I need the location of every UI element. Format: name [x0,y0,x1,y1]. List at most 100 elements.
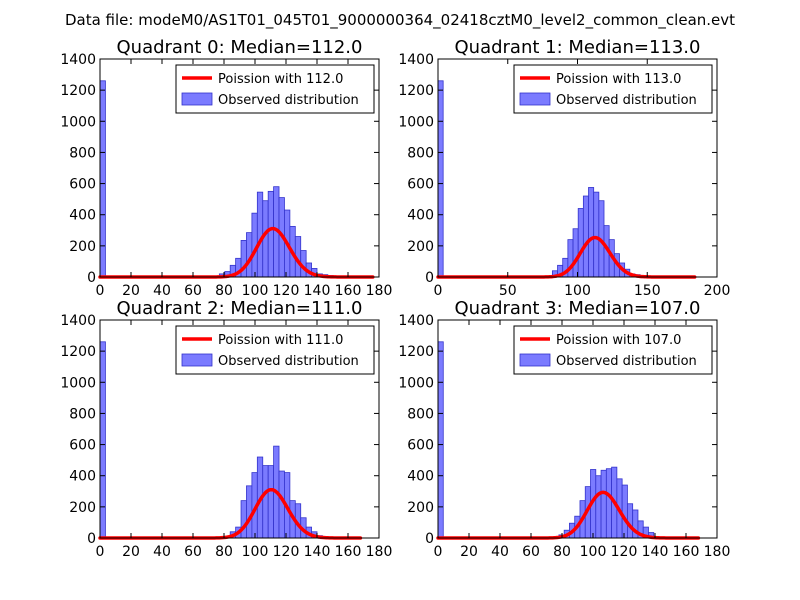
x-tick-label: 180 [366,283,393,299]
x-tick-label: 80 [215,544,233,560]
legend: Poission with 113.0 Observed distribution [513,64,713,114]
y-tick-label: 800 [407,145,434,161]
y-tick-label: 400 [69,208,96,224]
y-tick-label: 1200 [398,83,434,99]
axes-frame [99,58,380,278]
legend-bar-label: Observed distribution [556,354,697,369]
x-tick-label: 60 [522,544,540,560]
y-tick-label: 800 [407,406,434,422]
histogram-bar [99,80,106,278]
x-tick-label: 120 [273,283,300,299]
x-tick-label: 120 [611,544,638,560]
x-tick-label: 180 [366,544,393,560]
y-tick-label: 400 [69,469,96,485]
x-tick-label: 160 [335,283,362,299]
panel-1: Quadrant 1: Median=113.0 0 50 100 150 200 0 200… [398,37,730,299]
y-tick-label: 800 [69,406,96,422]
x-tick-label: 40 [491,544,509,560]
x-tick-label: 20 [122,544,140,560]
x-tick-label: 80 [553,544,571,560]
legend-bar-swatch [181,353,213,367]
legend-curve-label: Poission with 111.0 [218,333,343,348]
y-tick-label: 0 [425,270,434,286]
axes-frame [99,319,380,539]
legend-curve-label: Poission with 112.0 [218,72,343,87]
legend: Poission with 112.0 Observed distribution [175,64,375,114]
legend-bar-label: Observed distribution [218,93,359,108]
histogram-bar [577,208,584,278]
panel-title: Quadrant 3: Median=107.0 [455,298,701,319]
histogram-bar [437,341,444,539]
y-tick-label: 200 [69,239,96,255]
y-tick-label: 0 [425,531,434,547]
legend-bar-label: Observed distribution [556,93,697,108]
legend-bar-label: Observed distribution [218,354,359,369]
legend-bar-swatch [181,92,213,106]
y-tick-label: 1400 [398,52,434,68]
y-tick-label: 400 [407,208,434,224]
y-tick-label: 1400 [398,313,434,329]
y-tick-label: 800 [69,145,96,161]
panel-0: Quadrant 0: Median=112.00 20 40 60 80 100 120 1… [60,37,392,299]
x-tick-label: 140 [642,544,669,560]
histogram-bar [627,503,634,539]
histogram-bar [621,484,628,539]
y-tick-label: 1000 [398,375,434,391]
x-tick-label: 140 [304,544,331,560]
histogram-bar [588,187,595,278]
x-tick-label: 180 [704,544,731,560]
histogram-bar [600,469,607,539]
y-tick-label: 1400 [60,313,96,329]
poisson-curve [436,235,697,279]
legend-curve-label: Poission with 113.0 [556,72,681,87]
x-tick-label: 80 [215,283,233,299]
y-tick-label: 0 [87,270,96,286]
histogram-bar [240,500,247,539]
legend-bar-swatch [519,353,551,367]
x-tick-label: 160 [335,544,362,560]
histogram-bar [267,465,274,539]
y-tick-label: 600 [407,177,434,193]
histogram-bar [572,228,579,278]
histogram-bar [595,475,602,539]
y-tick-label: 1000 [60,114,96,130]
x-tick-label: 40 [153,544,171,560]
x-tick-label: 140 [304,283,331,299]
panel-3: Quadrant 3: Median=107.00 20 40 60 80 100 120 1… [398,298,730,560]
poisson-curve [98,487,363,540]
y-tick-label: 600 [69,438,96,454]
y-tick-label: 200 [69,500,96,516]
x-tick-label: 0 [96,283,105,299]
axes-frame [437,319,718,539]
x-tick-label: 100 [564,283,591,299]
x-tick-label: 40 [153,283,171,299]
y-tick-label: 1200 [60,344,96,360]
histogram-bar [246,485,253,539]
x-tick-label: 0 [434,544,443,560]
panel-2: Quadrant 2: Median=111.00 20 40 60 80 100 120 1… [60,298,392,560]
x-tick-label: 120 [273,544,300,560]
x-tick-label: 0 [96,544,105,560]
histogram-bar [582,195,589,278]
legend-bar-swatch [519,92,551,106]
y-tick-label: 1000 [398,114,434,130]
x-tick-label: 100 [580,544,607,560]
x-tick-label: 60 [184,544,202,560]
histogram-bar [99,341,106,539]
x-tick-label: 150 [634,283,661,299]
x-tick-label: 0 [434,283,443,299]
legend-curve-label: Poission with 107.0 [556,333,681,348]
y-tick-label: 600 [69,177,96,193]
x-tick-label: 100 [242,283,269,299]
x-tick-label: 60 [184,283,202,299]
y-tick-label: 600 [407,438,434,454]
legend: Poission with 111.0 Observed distribution [175,325,375,375]
panel-title: Quadrant 0: Median=112.0 [117,37,363,58]
legend: Poission with 107.0 Observed distribution [513,325,713,375]
y-tick-label: 0 [87,531,96,547]
x-tick-label: 100 [242,544,269,560]
x-tick-label: 160 [673,544,700,560]
histogram-bar [262,465,269,539]
histogram-bar [437,80,444,278]
histogram-bar [593,191,600,278]
